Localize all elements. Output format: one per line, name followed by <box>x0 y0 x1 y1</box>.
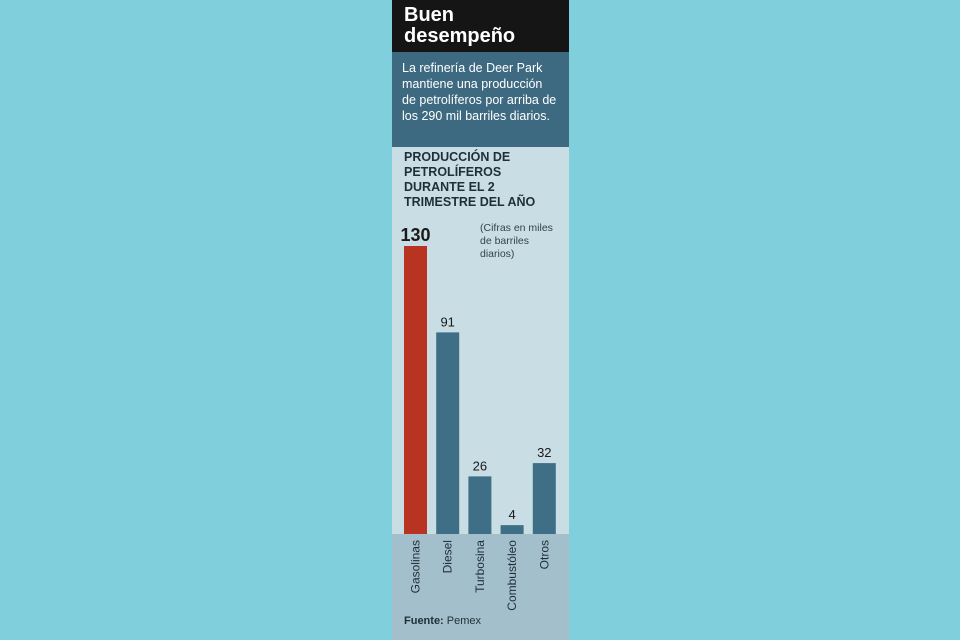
category-label: Otros <box>537 540 551 569</box>
source-line: Fuente: Pemex <box>404 615 481 627</box>
bar <box>436 332 460 534</box>
category-label: Combustóleo <box>505 540 519 611</box>
value-label: 4 <box>508 507 515 522</box>
category-label: Turbosina <box>473 540 487 593</box>
bar <box>532 463 556 534</box>
value-label: 32 <box>537 445 551 460</box>
category-label: Gasolinas <box>409 540 423 593</box>
source-label: Fuente: <box>404 615 444 627</box>
chart-title: PRODUCCIÓN DE PETROLÍFEROS DURANTE EL 2 … <box>404 150 536 209</box>
bar <box>404 246 427 534</box>
value-label: 91 <box>440 314 454 329</box>
bar <box>500 525 524 534</box>
label-band <box>392 534 569 640</box>
value-label: 26 <box>473 458 487 473</box>
source: Pemex <box>446 615 482 627</box>
header-box: Buen desempeño <box>392 0 569 52</box>
chart: 130 Gasolinas 91 Diesel 26 Turbosina 4 Combustó… <box>392 147 569 640</box>
note: (Cifras en miles de barriles diarios) <box>480 222 553 260</box>
bar <box>468 476 492 534</box>
value-label: 130 <box>400 225 430 245</box>
header: Buen desempeño <box>404 4 516 47</box>
subtitle: La refinería de Deer Park mantiene una p… <box>392 52 569 147</box>
category-label: Diesel <box>441 540 455 573</box>
